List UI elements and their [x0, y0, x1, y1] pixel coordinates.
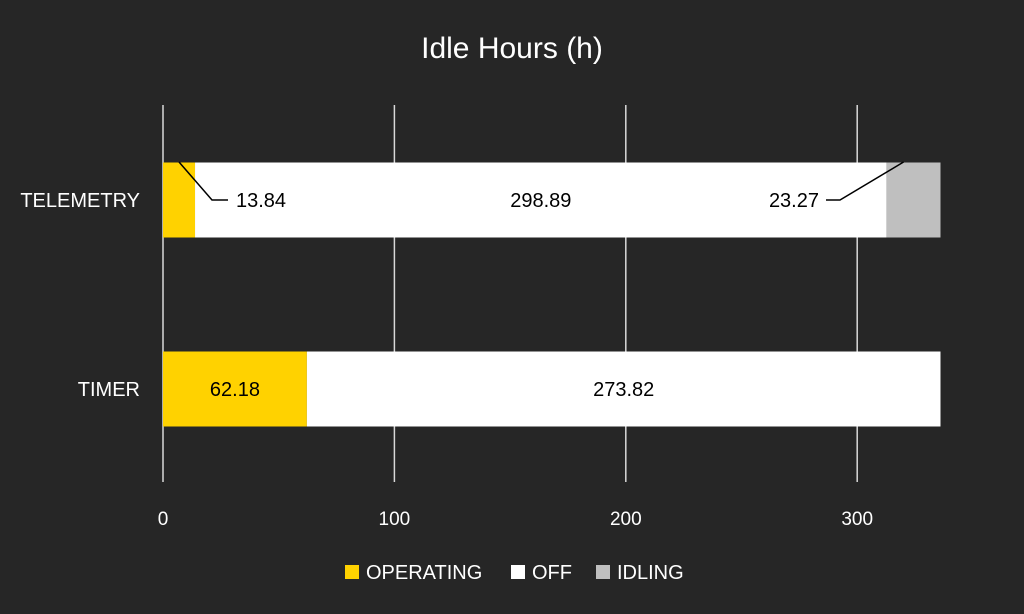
data-labels: 13.84 298.89 23.27 62.18 273.82 [178, 161, 904, 401]
leader-line [826, 161, 904, 201]
chart-title: Idle Hours (h) [421, 32, 603, 65]
data-label: 13.84 [236, 190, 286, 212]
legend-label-off: OFF [532, 562, 572, 584]
bar-operating-telemetry [163, 162, 196, 238]
legend: OPERATING OFF IDLING [345, 562, 684, 584]
legend-swatch-off [511, 565, 525, 579]
legend-label-idling: IDLING [617, 562, 684, 584]
legend-swatch-idling [596, 565, 610, 579]
data-label: 298.89 [510, 190, 571, 212]
bar-idling-telemetry [886, 162, 941, 238]
axes: 0 100 200 300 TELEMETRY TIMER [20, 190, 873, 530]
category-label: TELEMETRY [20, 190, 140, 212]
bar-off-timer [306, 351, 941, 427]
category-label: TIMER [78, 379, 140, 401]
bars [163, 162, 941, 427]
legend-label-operating: OPERATING [366, 562, 482, 584]
x-tick-label: 100 [379, 509, 411, 530]
x-tick-label: 300 [841, 509, 873, 530]
bar-operating-timer [163, 351, 307, 427]
legend-swatch-operating [345, 565, 359, 579]
bar-off-telemetry [195, 162, 887, 238]
leader-line [178, 161, 228, 201]
data-label: 62.18 [210, 379, 260, 401]
data-label: 273.82 [593, 379, 654, 401]
data-label: 23.27 [769, 190, 819, 212]
x-tick-label: 200 [610, 509, 642, 530]
x-tick-label: 0 [158, 509, 169, 530]
